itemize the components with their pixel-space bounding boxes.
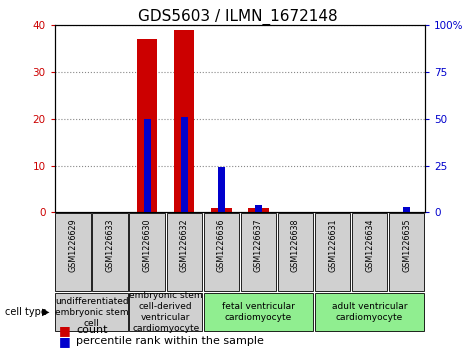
Bar xyxy=(174,30,194,212)
Bar xyxy=(248,208,268,212)
Text: GSM1226637: GSM1226637 xyxy=(254,219,263,272)
Text: undifferentiated
embryonic stem
cell: undifferentiated embryonic stem cell xyxy=(55,297,128,328)
Bar xyxy=(204,293,313,331)
Text: GDS5603 / ILMN_1672148: GDS5603 / ILMN_1672148 xyxy=(138,9,337,25)
Text: GSM1226634: GSM1226634 xyxy=(365,219,374,272)
Bar xyxy=(56,293,128,331)
Bar xyxy=(278,213,313,291)
Text: count: count xyxy=(76,325,107,335)
Bar xyxy=(204,213,239,291)
Bar xyxy=(211,208,231,212)
Bar xyxy=(218,167,225,212)
Bar xyxy=(241,213,276,291)
Bar xyxy=(137,40,157,212)
Text: GSM1226632: GSM1226632 xyxy=(180,219,189,272)
Text: GSM1226636: GSM1226636 xyxy=(217,219,226,272)
Bar xyxy=(315,293,424,331)
Text: embryonic stem
cell-derived
ventricular
cardiomyocyte: embryonic stem cell-derived ventricular … xyxy=(129,291,202,333)
Text: adult ventricular
cardiomyocyte: adult ventricular cardiomyocyte xyxy=(332,302,407,322)
Text: GSM1226635: GSM1226635 xyxy=(402,219,411,272)
Text: percentile rank within the sample: percentile rank within the sample xyxy=(76,336,264,346)
Text: ■: ■ xyxy=(59,324,71,337)
Text: cell type: cell type xyxy=(5,307,47,317)
Bar xyxy=(130,213,165,291)
Bar xyxy=(93,213,128,291)
Text: ▶: ▶ xyxy=(42,307,49,317)
Text: GSM1226630: GSM1226630 xyxy=(143,219,152,272)
Bar xyxy=(255,205,262,212)
Bar xyxy=(144,119,151,212)
Text: fetal ventricular
cardiomyocyte: fetal ventricular cardiomyocyte xyxy=(222,302,295,322)
Bar xyxy=(403,207,410,212)
Bar xyxy=(56,213,91,291)
Bar xyxy=(167,213,202,291)
Text: GSM1226631: GSM1226631 xyxy=(328,219,337,272)
Bar xyxy=(352,213,387,291)
Text: GSM1226633: GSM1226633 xyxy=(106,219,114,272)
Text: GSM1226638: GSM1226638 xyxy=(291,219,300,272)
Bar xyxy=(130,293,202,331)
Text: ■: ■ xyxy=(59,335,71,348)
Bar xyxy=(181,117,188,212)
Text: GSM1226629: GSM1226629 xyxy=(69,219,77,273)
Bar xyxy=(315,213,350,291)
Bar xyxy=(389,213,424,291)
